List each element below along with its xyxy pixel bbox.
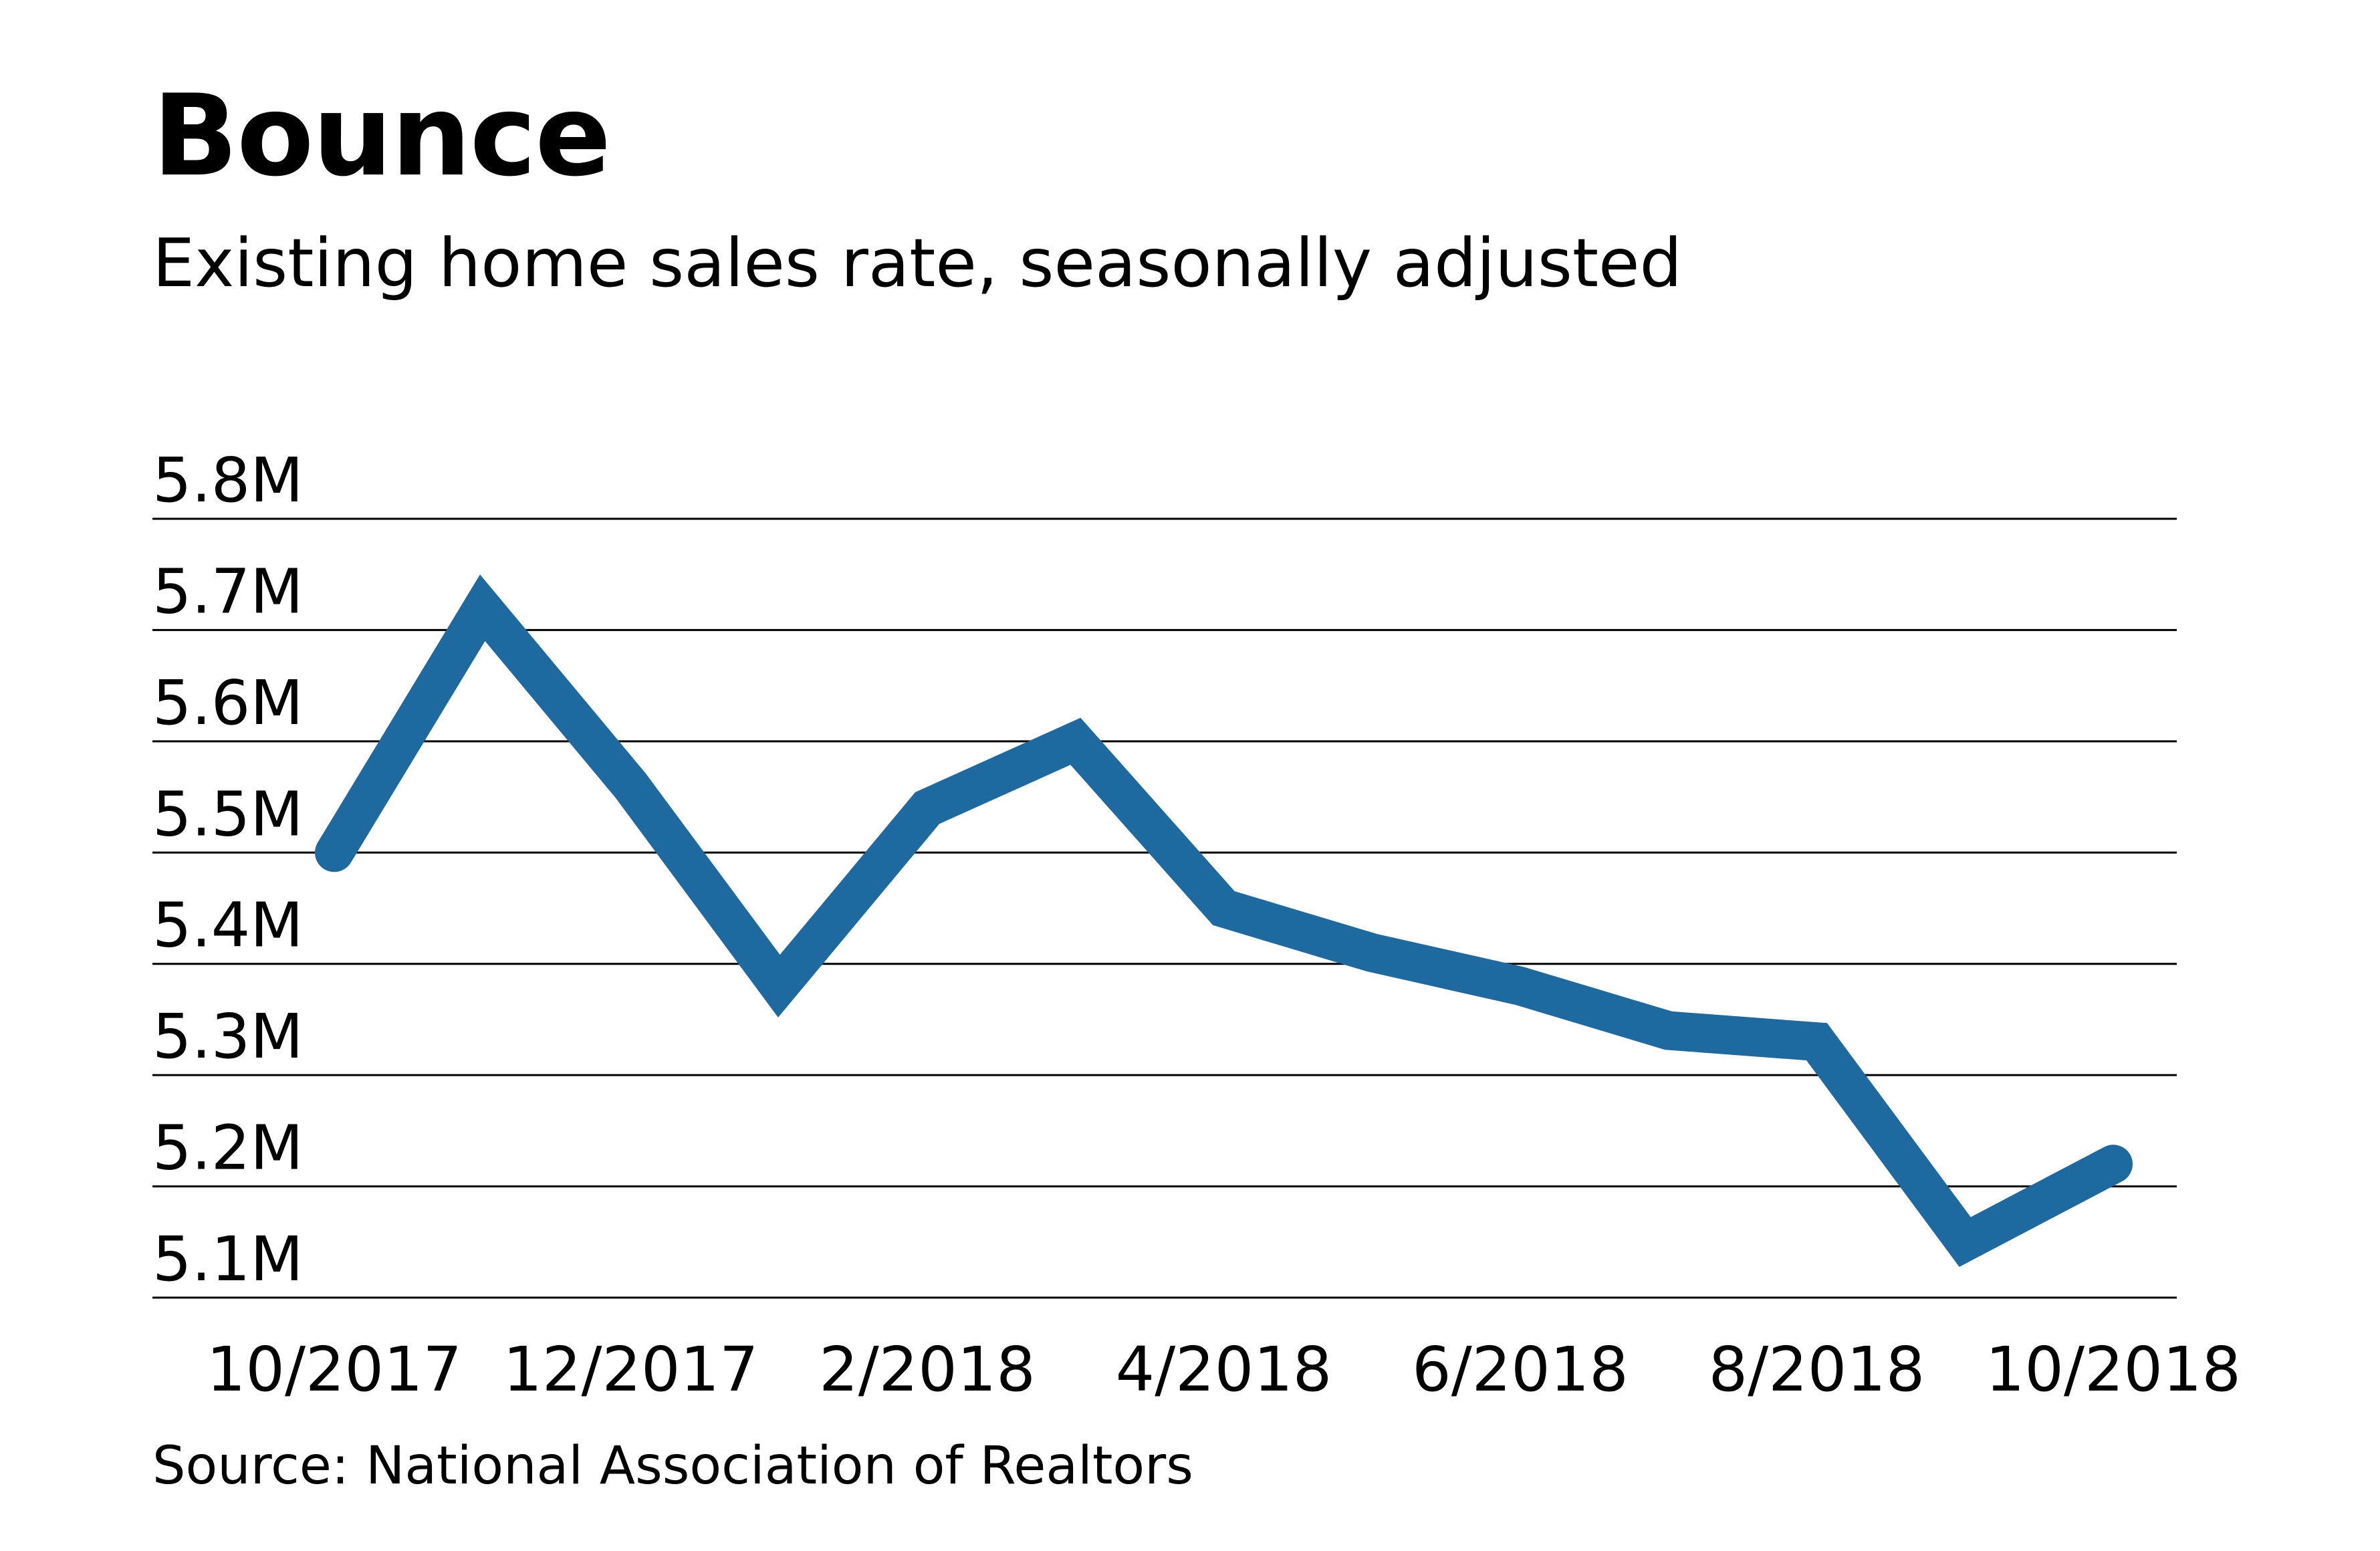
- series-line: [315, 574, 2133, 1268]
- y-tick-label: 5.5M: [152, 778, 304, 850]
- chart-title: Bounce: [152, 70, 611, 201]
- x-tick-label: 2/2018: [819, 1334, 1036, 1405]
- x-tick-label: 8/2018: [1709, 1334, 1925, 1405]
- y-tick-label: 5.4M: [152, 890, 304, 961]
- x-tick-label: 12/2017: [503, 1334, 758, 1405]
- y-tick-label: 5.7M: [152, 556, 304, 627]
- x-tick-label: 10/2017: [207, 1334, 462, 1405]
- x-tick-label: 4/2018: [1116, 1334, 1332, 1405]
- y-tick-label: 5.3M: [152, 1001, 304, 1072]
- y-tick-label: 5.2M: [152, 1112, 304, 1184]
- x-tick-label: 10/2018: [1986, 1334, 2241, 1405]
- y-tick-label: 5.6M: [152, 667, 304, 739]
- x-tick-label: 6/2018: [1412, 1334, 1629, 1405]
- y-tick-label: 5.8M: [152, 445, 304, 516]
- source-note: Source: National Association of Realtors: [152, 1436, 1193, 1496]
- y-tick-label: 5.1M: [152, 1223, 304, 1295]
- chart-subtitle: Existing home sales rate, seasonally adj…: [152, 224, 1683, 302]
